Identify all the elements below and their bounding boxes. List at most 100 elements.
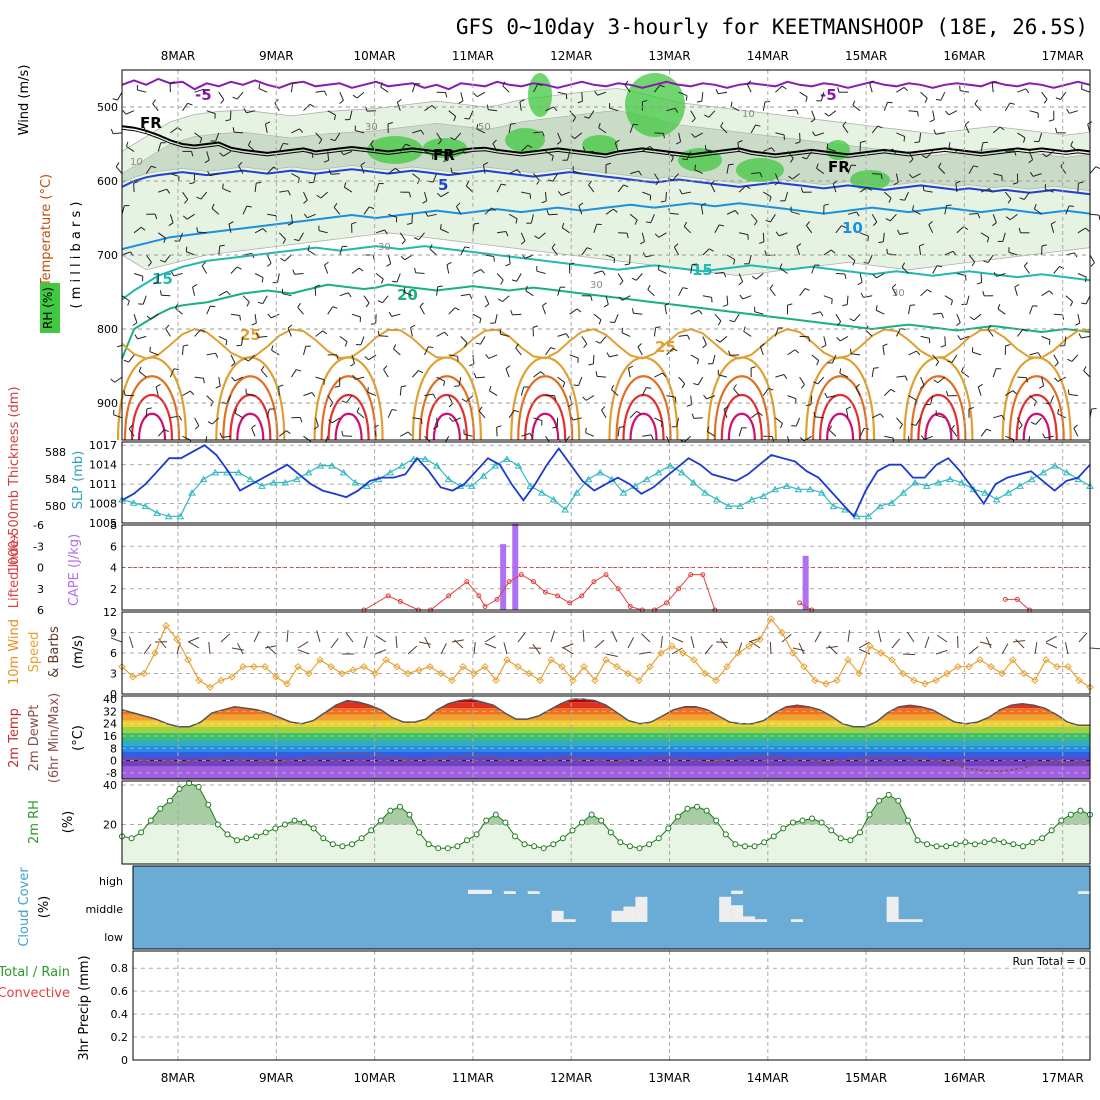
wind-barb: [521, 191, 531, 195]
wind-barb: [569, 308, 578, 315]
wind-barb: [290, 83, 294, 93]
wind-barb: [937, 376, 946, 384]
data-point-rh: [281, 821, 288, 828]
wind-barb: [706, 395, 716, 400]
wind-barb: [828, 645, 838, 655]
contour-warm-lobe: [727, 412, 756, 441]
data-point-rh: [511, 833, 518, 840]
wind-barb: [702, 336, 707, 345]
rh-high-blob: [582, 135, 618, 155]
wind-barb-flag: [287, 190, 291, 196]
data-point-thickness: [433, 462, 441, 469]
wind-barb-flag: [857, 281, 863, 286]
data-point-thickness: [771, 485, 779, 493]
wind-barb-flag: [1022, 137, 1026, 143]
wind-barb: [847, 164, 852, 174]
data-point-rh: [991, 837, 998, 844]
wind-barb: [489, 390, 498, 397]
contour-warm-lobe: [812, 375, 869, 441]
wind-barb: [1046, 150, 1054, 158]
wind-barb: [515, 347, 522, 356]
axis-label-10m-wind: 10m Wind: [7, 619, 22, 685]
wind-barb: [622, 295, 631, 301]
wind-barb-flag: [525, 285, 528, 291]
wind-barb-flag: [429, 244, 433, 250]
wind-barb-flag: [602, 270, 606, 276]
wind-barb: [968, 213, 979, 215]
wind-barb: [206, 110, 216, 115]
wind-barb: [472, 268, 482, 274]
wind-barb-flag: [888, 197, 892, 203]
data-point-thickness: [316, 462, 325, 469]
data-point-rh: [856, 829, 863, 836]
wind-barb-flag: [867, 236, 869, 242]
wind-barb-flag: [709, 248, 714, 252]
wind-barb-flag: [230, 362, 236, 367]
cloud-cell: [503, 891, 516, 894]
wind-barb-flag: [839, 368, 842, 374]
wind-barb: [182, 345, 184, 355]
wind-barb: [363, 206, 370, 215]
cloud-cell: [563, 919, 576, 922]
cloud-cell: [611, 910, 624, 922]
wind-barb: [407, 645, 418, 655]
wind-barb: [278, 232, 286, 240]
data-point-thickness: [141, 502, 150, 510]
wind-barb-flag: [406, 222, 413, 225]
wind-barb-flag: [1013, 150, 1017, 156]
wind-barb: [188, 641, 200, 649]
wind-barb: [858, 648, 871, 655]
wind-barb: [912, 209, 921, 215]
wind-barb-flag: [1054, 377, 1059, 382]
wind-barb: [605, 295, 609, 305]
wind-barb: [859, 273, 863, 283]
wind-barb-flag: [534, 235, 539, 239]
wind-barb: [951, 354, 958, 363]
wind-barb-flag: [132, 322, 138, 326]
wind-barb: [781, 633, 792, 643]
wind-barb-flag: [511, 279, 517, 282]
wind-barb: [1009, 213, 1018, 221]
wind-barb: [784, 191, 788, 201]
data-point-thickness: [701, 489, 710, 496]
wind-barb: [859, 186, 868, 193]
wind-barb: [484, 207, 492, 215]
data-point-rh: [253, 833, 260, 840]
wind-barb-flag: [775, 231, 780, 237]
cape-bar: [500, 544, 507, 610]
wind-barb-flag: [649, 145, 654, 150]
wind-barb-flag: [961, 367, 964, 373]
precip-tick-label: 0.8: [111, 962, 129, 975]
rh-high-blob: [528, 73, 552, 117]
wind-barb-flag: [765, 219, 771, 223]
wind-barb: [460, 336, 468, 344]
date-label-bottom: 14MAR: [747, 1071, 789, 1085]
wind-barb-flag: [683, 221, 688, 227]
wind-barb: [387, 409, 393, 419]
series-line-wind-speed: [121, 617, 1091, 688]
wind-barb: [1029, 110, 1039, 114]
wind-barb: [218, 91, 225, 100]
data-point-thickness: [957, 479, 966, 486]
wind-barb: [393, 348, 401, 356]
wind-barb-flag: [893, 181, 899, 186]
wind-barb-flag: [920, 435, 925, 440]
wind-barb-flag: [788, 175, 793, 180]
wind-barb: [693, 417, 703, 419]
wind-barb-flag: [505, 231, 509, 237]
wind-barb-flag: [173, 368, 179, 370]
wind-barb: [738, 185, 747, 193]
wind-barb: [230, 266, 238, 274]
data-point-wind-speed: [844, 656, 852, 664]
wind-barb-flag: [1037, 352, 1042, 358]
data-point-lifted-index: [530, 579, 536, 585]
wind-barb: [297, 649, 310, 655]
wind-barb: [859, 428, 865, 437]
wind-barb: [251, 427, 256, 437]
wind-barb: [448, 307, 456, 315]
data-point-wind-speed: [206, 683, 214, 691]
wind-barb: [964, 124, 970, 134]
date-label-top: 11MAR: [452, 49, 494, 63]
wind-barb-flag: [682, 287, 688, 290]
